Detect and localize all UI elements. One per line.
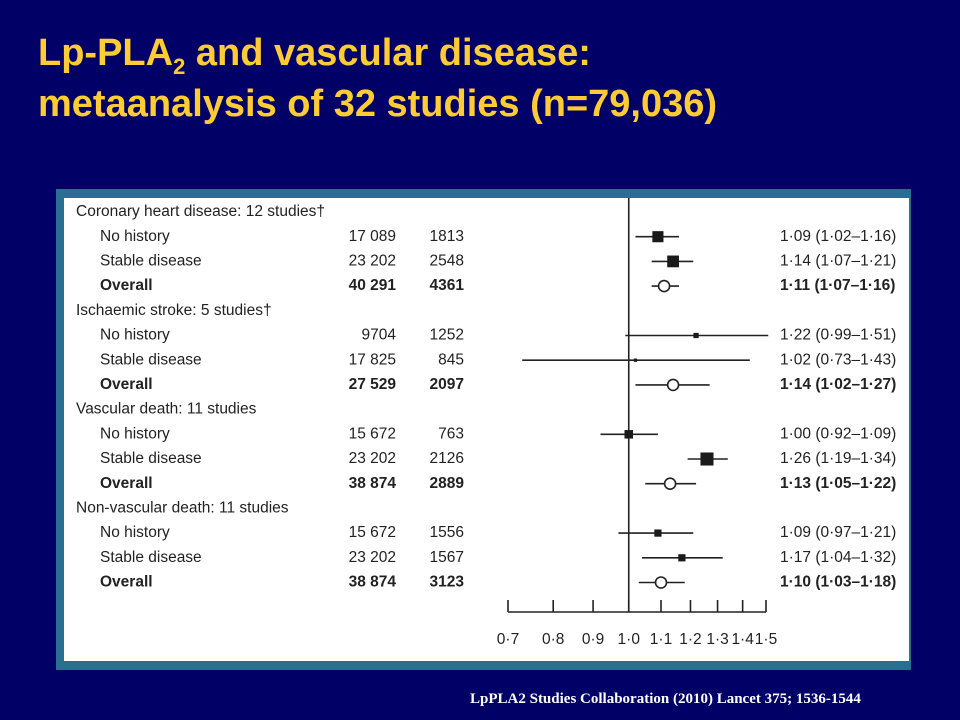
ci-text: 1·22 (0·99–1·51) — [780, 327, 896, 344]
x-tick-label: 0·7 — [497, 631, 519, 648]
row-label: Overall — [100, 574, 153, 591]
cases-value: 1556 — [430, 524, 464, 541]
row-label: Overall — [100, 376, 153, 393]
estimate-marker — [700, 452, 714, 466]
estimate-marker — [654, 529, 662, 537]
x-tick-label: 1·1 — [650, 631, 672, 648]
row-label: No history — [100, 524, 170, 541]
cases-value: 2889 — [430, 475, 465, 492]
participants-value: 27 529 — [349, 376, 397, 393]
overall-estimate-marker — [666, 378, 680, 392]
cases-value: 4361 — [430, 277, 465, 294]
estimate-marker — [624, 430, 633, 439]
row-label: Stable disease — [100, 549, 202, 566]
group-header: Non-vascular death: 11 studies — [76, 499, 289, 516]
overall-estimate-marker — [654, 576, 668, 589]
participants-value: 23 202 — [349, 450, 396, 467]
citation: LpPLA2 Studies Collaboration (2010) Lanc… — [470, 691, 861, 707]
estimate-marker — [667, 255, 679, 268]
row-label: Stable disease — [100, 252, 202, 269]
row-label: Overall — [100, 475, 153, 492]
x-tick-label: 1·2 — [679, 631, 701, 648]
participants-value: 40 291 — [349, 277, 397, 294]
x-tick-label: 1·4 — [731, 631, 754, 648]
cases-value: 1567 — [430, 549, 464, 566]
cases-value: 1252 — [430, 327, 464, 344]
cases-value: 1813 — [430, 228, 464, 245]
row-label: No history — [100, 228, 170, 245]
participants-value: 38 874 — [349, 475, 397, 492]
ci-text: 1·02 (0·73–1·43) — [780, 351, 896, 368]
row-label: Overall — [100, 277, 153, 294]
title-line-1: Lp-PLA2 and vascular disease: — [38, 30, 938, 81]
participants-value: 38 874 — [349, 574, 397, 591]
participants-value: 15 672 — [349, 524, 396, 541]
forest-plot-panel: Coronary heart disease: 12 studies† No hi… — [64, 198, 909, 661]
group-header: Vascular death: 11 studies — [76, 401, 257, 418]
cases-value: 3123 — [430, 574, 465, 591]
estimate-marker — [693, 332, 699, 339]
group-header: Coronary heart disease: 12 studies† — [76, 203, 325, 220]
row-label: Stable disease — [100, 450, 202, 467]
overall-estimate-marker — [657, 279, 671, 293]
title-line-2: metaanalysis of 32 studies (n=79,036) — [38, 83, 718, 125]
estimate-marker — [652, 231, 664, 243]
group-header: Ischaemic stroke: 5 studies† — [76, 302, 272, 319]
forest-plot: Coronary heart disease: 12 studies† No hi… — [76, 198, 896, 648]
row-label: No history — [100, 425, 170, 442]
participants-value: 23 202 — [349, 252, 396, 269]
estimate-marker — [678, 554, 686, 562]
participants-value: 9704 — [362, 327, 397, 344]
slide-title: Lp-PLA2 and vascular disease: metaanalys… — [38, 30, 938, 127]
cases-value: 2126 — [430, 450, 464, 467]
row-label: Stable disease — [100, 351, 202, 368]
cases-value: 2097 — [430, 376, 464, 393]
ci-text: 1·13 (1·05–1·22) — [780, 475, 896, 492]
ci-text: 1·17 (1·04–1·32) — [780, 549, 896, 566]
cases-value: 763 — [438, 425, 464, 442]
overall-estimate-marker — [663, 477, 677, 491]
cases-value: 845 — [438, 351, 464, 368]
participants-value: 17 089 — [349, 228, 396, 245]
ci-text: 1·14 (1·07–1·21) — [780, 252, 896, 269]
ci-text: 1·09 (1·02–1·16) — [780, 228, 896, 245]
x-tick-label: 0·8 — [542, 631, 564, 648]
participants-value: 17 825 — [349, 351, 396, 368]
row-label: No history — [100, 327, 170, 344]
participants-value: 15 672 — [349, 425, 396, 442]
ci-text: 1·00 (0·92–1·09) — [780, 425, 896, 442]
title-subscript: 2 — [173, 54, 186, 79]
estimate-marker — [633, 358, 638, 362]
x-tick-label: 1·3 — [706, 631, 728, 648]
title-suffix: and vascular disease: — [185, 32, 591, 74]
cases-value: 2548 — [430, 252, 464, 269]
ci-text: 1·11 (1·07–1·16) — [780, 277, 895, 294]
ci-text: 1·10 (1·03–1·18) — [780, 574, 896, 591]
x-tick-label: 1·5 — [755, 631, 777, 648]
ci-text: 1·14 (1·02–1·27) — [780, 376, 896, 393]
ci-text: 1·09 (0·97–1·21) — [780, 524, 896, 541]
x-tick-label: 0·9 — [582, 631, 604, 648]
title-prefix: Lp-PLA — [38, 32, 174, 74]
ci-text: 1·26 (1·19–1·34) — [780, 450, 896, 467]
participants-value: 23 202 — [349, 549, 396, 566]
x-tick-label: 1·0 — [618, 631, 641, 648]
